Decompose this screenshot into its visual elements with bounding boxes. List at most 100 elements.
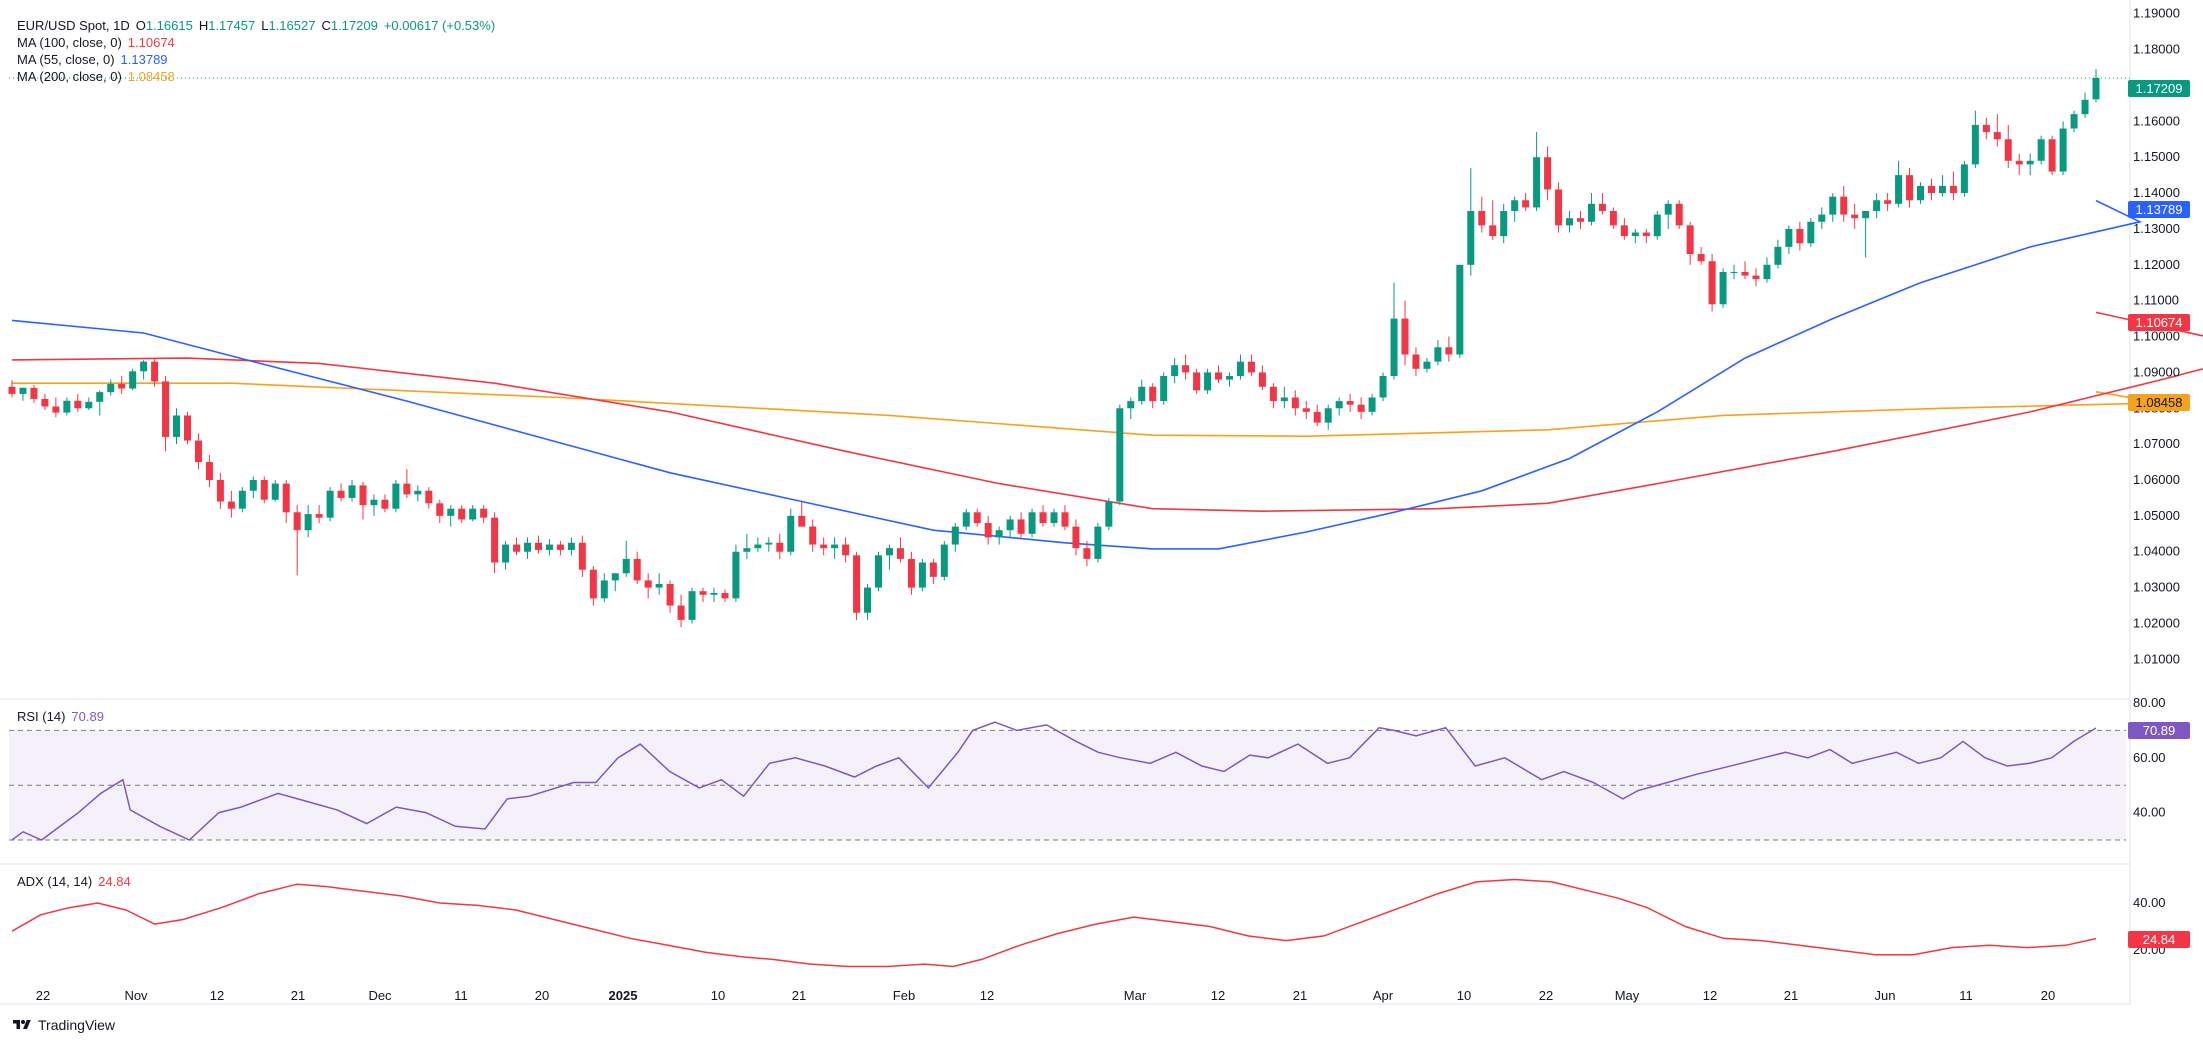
candle-body xyxy=(1818,214,1826,222)
candle-body xyxy=(929,562,937,577)
candle-body xyxy=(30,387,38,399)
ma55-label: MA (55, close, 0) xyxy=(17,52,115,67)
candle-body xyxy=(2081,99,2089,115)
candle-body xyxy=(1368,397,1376,412)
rsi-legend[interactable]: RSI (14) 70.89 xyxy=(17,708,110,725)
ma55-legend[interactable]: MA (55, close, 0) 1.13789 xyxy=(17,51,174,68)
ma100-value: 1.10674 xyxy=(127,35,175,50)
candle-body xyxy=(348,485,356,498)
ma200-legend[interactable]: MA (200, close, 0) 1.08458 xyxy=(17,68,181,85)
candle-body xyxy=(875,555,883,588)
candle-body xyxy=(842,544,850,556)
candle-body xyxy=(1182,365,1190,373)
rsi-label: RSI (14) xyxy=(17,709,66,724)
axes: 1.190001.180001.170001.160001.150001.140… xyxy=(36,6,2180,1003)
price-tick-label: 1.16000 xyxy=(2133,113,2180,128)
time-tick-label: 12 xyxy=(210,988,224,1003)
price-tick-label: 1.18000 xyxy=(2133,42,2180,57)
close-label: C xyxy=(321,18,331,33)
brand-name: TradingView xyxy=(38,1017,116,1033)
candle-body xyxy=(1467,211,1475,265)
candle-body xyxy=(776,542,784,552)
candle-body xyxy=(1324,408,1332,423)
candle-body xyxy=(1489,225,1497,237)
candle-body xyxy=(414,490,422,495)
candle-body xyxy=(151,361,159,382)
candle-body xyxy=(1566,218,1574,226)
candle-body xyxy=(1938,185,1946,194)
ma100-legend[interactable]: MA (100, close, 0) 1.10674 xyxy=(17,34,181,51)
candle-body xyxy=(1774,246,1782,265)
candle-body xyxy=(1598,203,1606,212)
candle-body xyxy=(1511,200,1519,212)
time-tick-label: 2025 xyxy=(609,988,638,1003)
candle-body xyxy=(1039,512,1047,524)
low-value: 1.16527 xyxy=(268,18,316,33)
time-tick-label: 12 xyxy=(1703,988,1717,1003)
price-tick-label: 1.01000 xyxy=(2133,651,2180,666)
adx-legend[interactable]: ADX (14, 14) 24.84 xyxy=(17,873,137,890)
candle-body xyxy=(1686,225,1694,255)
candle-body xyxy=(271,483,279,500)
candle-body xyxy=(1061,512,1069,527)
candle-body xyxy=(1576,218,1584,222)
candle-body xyxy=(1258,372,1266,387)
candle-body xyxy=(1960,164,1968,194)
candle-body xyxy=(458,508,466,520)
candle-body xyxy=(1642,232,1650,237)
candle-body xyxy=(249,480,257,491)
candle-body xyxy=(1083,548,1091,559)
candle-body xyxy=(545,544,553,550)
candle-body xyxy=(63,400,71,413)
low-label: L xyxy=(261,18,269,33)
open-value: 1.16615 xyxy=(145,18,193,33)
time-tick-label: 10 xyxy=(711,988,725,1003)
candle-body xyxy=(370,499,378,506)
candle-body xyxy=(381,499,389,509)
candle-body xyxy=(1829,196,1837,215)
candle-body xyxy=(19,387,27,394)
candle-body xyxy=(556,544,564,550)
candle-body xyxy=(1127,401,1135,409)
candle-body xyxy=(1193,372,1201,391)
candle-body xyxy=(798,515,806,527)
candle-body xyxy=(282,483,290,513)
ma200-tag: 1.08458 xyxy=(2128,394,2190,411)
adx-pane xyxy=(11,878,2097,968)
candle-body xyxy=(403,483,411,495)
candle-body xyxy=(1105,501,1113,527)
candle-body xyxy=(962,512,970,527)
candle-body xyxy=(1708,261,1716,305)
candle-body xyxy=(2026,160,2034,165)
time-tick-label: 22 xyxy=(36,988,50,1003)
candle-body xyxy=(293,512,301,531)
candle-body xyxy=(820,544,828,549)
candle-body xyxy=(1445,347,1453,355)
candle-body xyxy=(41,398,49,407)
candle-body xyxy=(973,512,981,524)
price-tick-label: 1.11000 xyxy=(2133,293,2179,308)
rsi-tick-label: 60.00 xyxy=(2133,750,2166,765)
time-tick-label: 21 xyxy=(792,988,806,1003)
candle-body xyxy=(853,555,861,613)
ma100-line xyxy=(11,311,2203,513)
candle-body xyxy=(940,544,948,577)
ma200-label: MA (200, close, 0) xyxy=(17,69,122,84)
candle-body xyxy=(1675,203,1683,226)
candle-body xyxy=(1456,264,1464,355)
candle-body xyxy=(1225,375,1233,380)
time-tick-label: 11 xyxy=(454,988,468,1003)
symbol-title: EUR/USD Spot, 1D xyxy=(17,18,130,33)
candle-body xyxy=(1741,271,1749,276)
adx-line xyxy=(11,878,2097,968)
rsi-tag: 70.89 xyxy=(2128,722,2190,739)
candle-body xyxy=(951,526,959,545)
candle-body xyxy=(1927,185,1935,194)
candle-body xyxy=(359,485,367,506)
candle-body xyxy=(1412,354,1420,369)
time-tick-label: 20 xyxy=(2041,988,2055,1003)
candle-body xyxy=(885,548,893,556)
candle-body xyxy=(633,558,641,581)
